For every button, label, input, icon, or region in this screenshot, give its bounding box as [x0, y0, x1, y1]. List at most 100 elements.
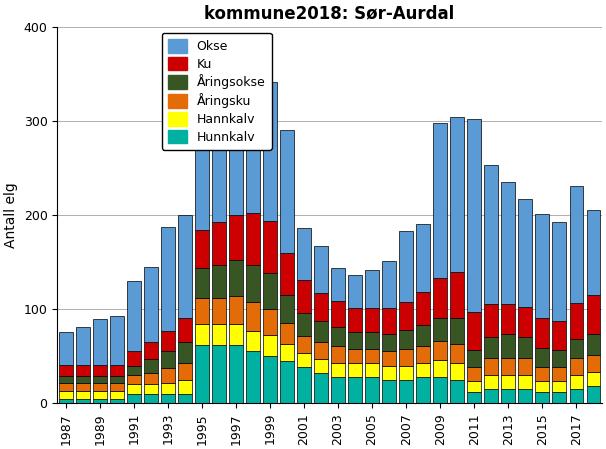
Bar — [110, 391, 124, 399]
Bar — [280, 252, 294, 295]
Bar — [195, 268, 208, 298]
Bar — [212, 100, 226, 222]
Bar — [365, 348, 379, 363]
Bar — [484, 304, 498, 337]
Bar — [519, 389, 532, 403]
Bar — [212, 345, 226, 403]
Bar — [348, 332, 362, 348]
Bar — [127, 281, 141, 352]
Bar — [93, 399, 107, 403]
Bar — [59, 391, 73, 399]
Bar — [553, 350, 566, 366]
Bar — [536, 317, 549, 348]
Bar — [331, 346, 345, 363]
Bar — [144, 267, 158, 342]
Bar — [110, 383, 124, 391]
Bar — [127, 375, 141, 384]
Bar — [212, 324, 226, 345]
Bar — [263, 82, 277, 221]
Bar — [127, 365, 141, 375]
Bar — [467, 350, 481, 366]
Bar — [484, 337, 498, 358]
Bar — [365, 332, 379, 348]
Bar — [365, 270, 379, 308]
Bar — [570, 375, 583, 389]
Bar — [144, 394, 158, 403]
Bar — [365, 308, 379, 332]
Bar — [553, 222, 566, 321]
Bar — [59, 376, 73, 383]
Bar — [246, 331, 260, 352]
Bar — [536, 366, 549, 381]
Bar — [553, 381, 566, 392]
Bar — [587, 355, 600, 372]
Bar — [76, 327, 90, 365]
Bar — [161, 227, 175, 331]
Bar — [298, 313, 311, 336]
Bar — [93, 319, 107, 365]
Bar — [536, 381, 549, 392]
Bar — [399, 302, 413, 330]
Bar — [178, 394, 191, 403]
Bar — [298, 280, 311, 313]
Bar — [298, 367, 311, 403]
Bar — [161, 331, 175, 352]
Bar — [382, 380, 396, 403]
Bar — [450, 380, 464, 403]
Bar — [246, 74, 260, 213]
Bar — [263, 273, 277, 309]
Bar — [127, 394, 141, 403]
Bar — [144, 384, 158, 394]
Bar — [246, 352, 260, 403]
Bar — [501, 358, 515, 375]
Bar — [519, 307, 532, 337]
Bar — [229, 75, 243, 215]
Bar — [467, 119, 481, 312]
Bar — [280, 361, 294, 403]
Bar — [246, 265, 260, 303]
Bar — [399, 365, 413, 380]
Bar — [484, 389, 498, 403]
Bar — [246, 303, 260, 331]
Bar — [501, 389, 515, 403]
Legend: Okse, Ku, Åringsokse, Åringsku, Hannkalv, Hunnkalv: Okse, Ku, Åringsokse, Åringsku, Hannkalv… — [162, 33, 271, 150]
Bar — [570, 358, 583, 375]
Bar — [433, 123, 447, 278]
Bar — [212, 222, 226, 265]
Bar — [331, 327, 345, 346]
Bar — [331, 377, 345, 403]
Bar — [416, 325, 430, 346]
Bar — [315, 321, 328, 342]
Bar — [280, 323, 294, 344]
Bar — [570, 186, 583, 304]
Bar — [315, 293, 328, 321]
Bar — [263, 221, 277, 273]
Bar — [76, 391, 90, 399]
Bar — [144, 359, 158, 373]
Bar — [144, 373, 158, 384]
Bar — [399, 231, 413, 302]
Bar — [229, 215, 243, 260]
Bar — [178, 363, 191, 380]
Bar — [382, 308, 396, 335]
Bar — [144, 342, 158, 359]
Bar — [315, 359, 328, 373]
Bar — [212, 265, 226, 298]
Bar — [93, 391, 107, 399]
Bar — [450, 363, 464, 380]
Bar — [399, 348, 413, 365]
Bar — [501, 182, 515, 304]
Bar — [382, 261, 396, 308]
Title: kommune2018: Sør-Aurdal: kommune2018: Sør-Aurdal — [204, 4, 454, 22]
Bar — [178, 215, 191, 318]
Bar — [587, 295, 600, 335]
Bar — [59, 399, 73, 403]
Bar — [416, 363, 430, 377]
Bar — [587, 210, 600, 295]
Bar — [161, 394, 175, 403]
Bar — [348, 363, 362, 377]
Bar — [246, 213, 260, 265]
Bar — [161, 352, 175, 368]
Bar — [315, 373, 328, 403]
Bar — [348, 275, 362, 308]
